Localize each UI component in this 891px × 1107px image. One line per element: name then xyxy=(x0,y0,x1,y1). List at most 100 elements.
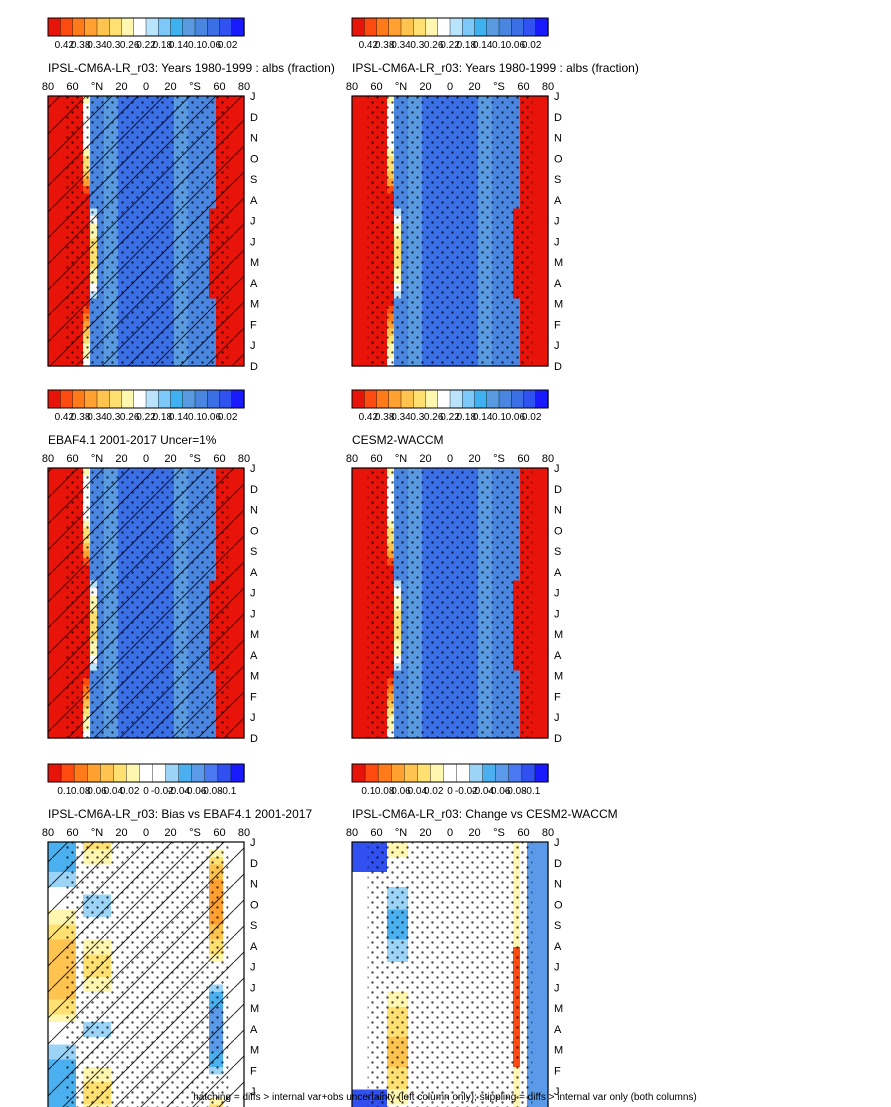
colorbar-swatch xyxy=(388,17,402,37)
colorbar-swatch xyxy=(511,17,525,37)
heat-cell xyxy=(352,163,360,172)
heat-cell xyxy=(352,558,360,567)
heat-cell xyxy=(534,216,542,225)
colorbar-swatch xyxy=(47,389,61,409)
heat-cell xyxy=(534,328,542,337)
latitude-tick-label: 20 xyxy=(164,81,176,93)
heat-cell xyxy=(359,685,367,694)
colorbar-label: 0.26 xyxy=(120,40,140,51)
heat-cell xyxy=(534,141,542,150)
heat-cell xyxy=(359,291,367,300)
month-tick-label: N xyxy=(250,505,258,517)
month-tick-label: F xyxy=(250,319,257,331)
heat-cell xyxy=(359,148,367,157)
month-tick-label: N xyxy=(250,133,258,145)
month-tick-label: A xyxy=(250,195,258,207)
heat-cell xyxy=(359,163,367,172)
heat-cell xyxy=(359,276,367,285)
heat-cell xyxy=(359,513,367,522)
month-tick-label: M xyxy=(250,629,259,641)
heat-cell xyxy=(352,483,360,492)
heat-cell xyxy=(359,313,367,322)
colorbar-swatch xyxy=(182,389,196,409)
heat-cell xyxy=(359,663,367,672)
heat-cell xyxy=(359,693,367,702)
heat-cell xyxy=(359,126,367,135)
heat-cell xyxy=(541,328,549,337)
heat-cell xyxy=(534,306,542,315)
heat-cell xyxy=(352,565,360,574)
heat-cell xyxy=(352,700,360,709)
heat-cell xyxy=(359,505,367,514)
month-tick-label: F xyxy=(250,691,257,703)
colorbar-label: 0.42 xyxy=(359,40,379,51)
latitude-tick-label: °S xyxy=(189,81,201,93)
plot-area xyxy=(351,467,549,739)
month-tick-label: S xyxy=(250,920,257,932)
latitude-tick-label: 80 xyxy=(238,827,250,839)
colorbar-label: 0.06 xyxy=(202,412,222,423)
heat-cell xyxy=(352,678,360,687)
month-tick-label: J xyxy=(250,712,256,724)
heat-cell xyxy=(352,126,360,135)
heat-cell xyxy=(534,238,542,247)
heat-cell xyxy=(352,580,360,589)
month-tick-label: J xyxy=(554,340,560,352)
heat-cell xyxy=(352,216,360,225)
heat-cell xyxy=(541,201,549,210)
heat-cell xyxy=(534,133,542,142)
heat-cell xyxy=(352,223,360,232)
colorbar-swatch xyxy=(72,17,86,37)
colorbar-label: 0.26 xyxy=(424,40,444,51)
month-tick-label: J xyxy=(250,837,256,849)
month-tick-label: J xyxy=(250,1086,256,1098)
heat-cell xyxy=(534,246,542,255)
heat-cell xyxy=(359,700,367,709)
colorbar-label: 0.22 xyxy=(136,40,156,51)
latitude-tick-label: 80 xyxy=(42,827,54,839)
heat-cell xyxy=(352,520,360,529)
heat-cell xyxy=(352,685,360,694)
colorbar-swatch xyxy=(182,17,196,37)
heat-cell xyxy=(534,126,542,135)
heat-cell xyxy=(352,670,360,679)
colorbar-label: -0.08 xyxy=(200,786,223,797)
heat-cell xyxy=(359,306,367,315)
heat-cell xyxy=(359,558,367,567)
colorbar-frame xyxy=(351,17,549,37)
latitude-tick-label: 60 xyxy=(370,81,382,93)
heat-cell xyxy=(352,610,360,619)
heat-cell xyxy=(541,298,549,307)
colorbar: 0.1 0.080.060.040.02 0 -0.02-0.04-0.06-0.08… xyxy=(47,763,245,797)
heat-cell xyxy=(352,513,360,522)
heat-cell xyxy=(359,715,367,724)
heat-cell xyxy=(352,543,360,552)
month-tick-label: M xyxy=(554,257,563,269)
month-tick-label: N xyxy=(554,133,562,145)
colorbar-swatch xyxy=(47,17,61,37)
heat-cell xyxy=(359,268,367,277)
heat-cell xyxy=(352,133,360,142)
month-tick-label: J xyxy=(250,236,256,248)
heat-cell xyxy=(534,163,542,172)
plot-area xyxy=(47,467,245,739)
heat-cell xyxy=(352,351,360,360)
month-tick-label: A xyxy=(250,567,258,579)
heat-cell xyxy=(352,655,360,664)
month-tick-label: J xyxy=(250,216,256,228)
heat-cell xyxy=(534,358,542,367)
heat-cell xyxy=(352,550,360,559)
colorbar-swatch xyxy=(486,17,500,37)
colorbar-label: 0.08 xyxy=(71,786,91,797)
month-tick-label: D xyxy=(250,858,258,870)
colorbar-label: -0.02 xyxy=(151,786,174,797)
month-tick-label: J xyxy=(554,216,560,228)
heat-cell xyxy=(359,351,367,360)
heat-cell xyxy=(541,186,549,195)
heat-cell xyxy=(352,283,360,292)
heat-cell xyxy=(359,708,367,717)
heat-cell xyxy=(352,111,360,120)
heat-cell xyxy=(352,328,360,337)
